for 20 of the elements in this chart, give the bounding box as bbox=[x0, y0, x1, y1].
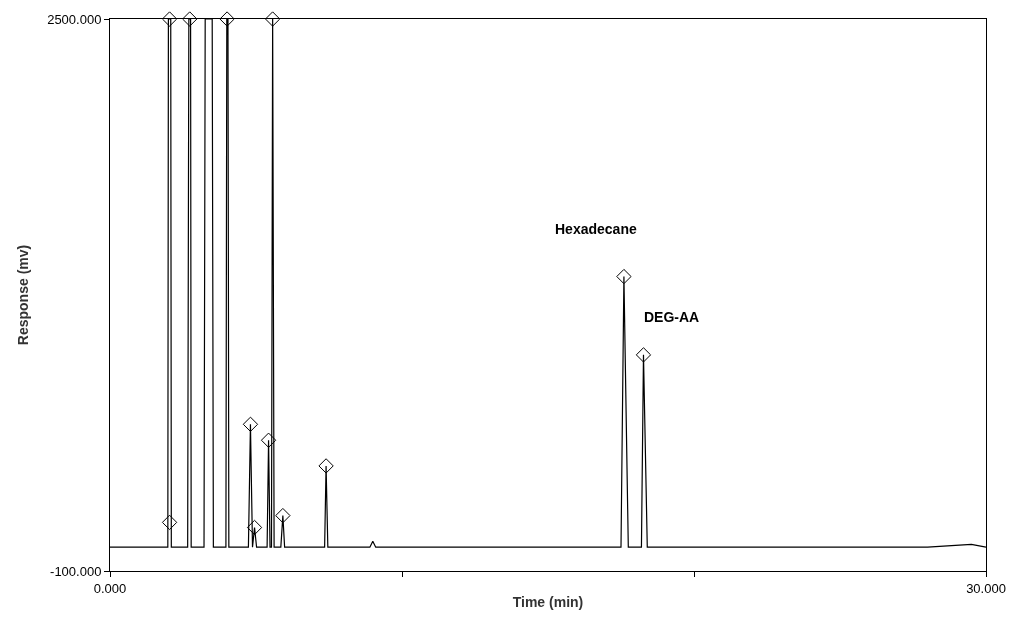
annotation: Hexadecane bbox=[555, 221, 637, 237]
point bbox=[242, 416, 259, 432]
point bbox=[260, 432, 277, 448]
point bbox=[264, 11, 281, 27]
y-axis-title: Response (mv) bbox=[14, 244, 31, 346]
point bbox=[182, 11, 198, 27]
point bbox=[616, 268, 632, 285]
y-tick-label: -100.000 bbox=[50, 563, 102, 579]
x-tick-label: 30.000 bbox=[966, 580, 1006, 596]
point bbox=[635, 347, 652, 363]
y-tick-label: 2500.000 bbox=[47, 11, 102, 27]
x-axis-title: Time (min) bbox=[512, 593, 584, 610]
x-tick-label: 0.000 bbox=[93, 580, 127, 596]
point bbox=[161, 514, 178, 531]
point bbox=[219, 11, 235, 27]
point bbox=[161, 11, 178, 27]
annotation: DEG-AA bbox=[644, 309, 700, 325]
point bbox=[246, 519, 263, 536]
point bbox=[275, 507, 291, 524]
point bbox=[318, 458, 334, 474]
